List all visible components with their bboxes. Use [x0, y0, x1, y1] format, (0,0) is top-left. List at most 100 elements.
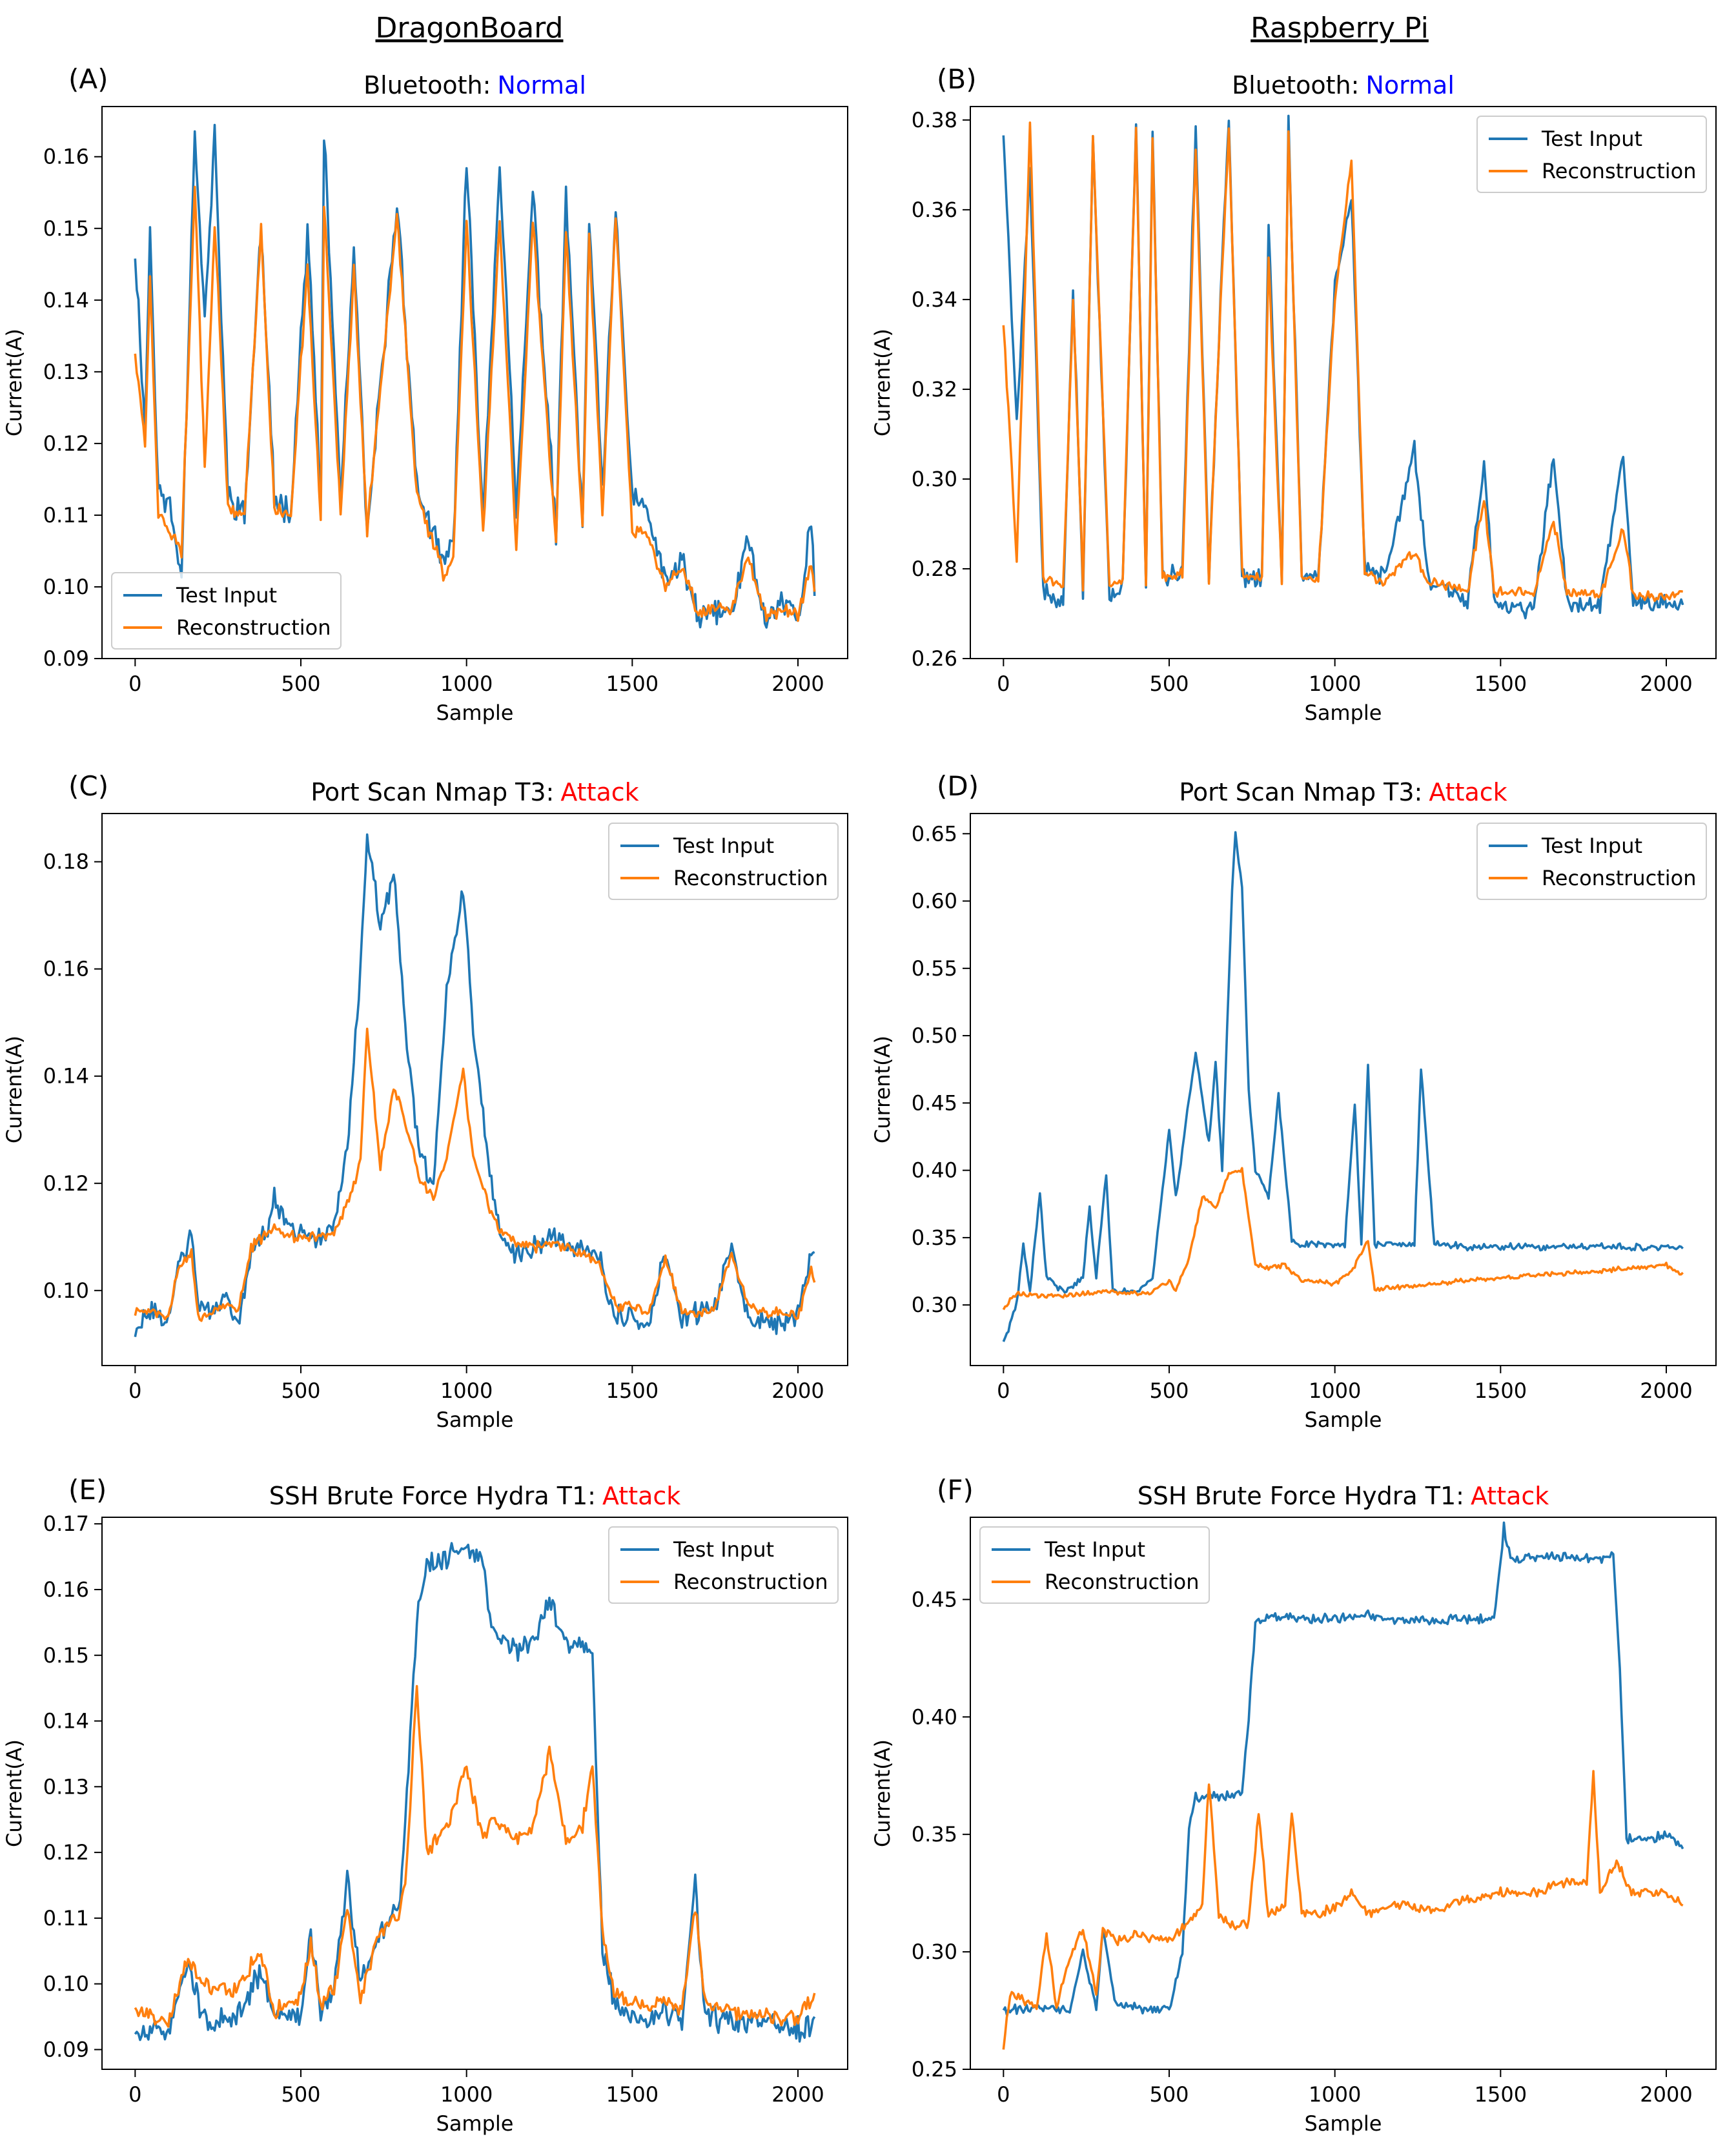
y-tick-label: 0.34	[912, 287, 957, 312]
y-axis-label: Current(A)	[2, 1739, 26, 1847]
plot-frame	[101, 1517, 848, 2070]
chart-status-label: Attack	[560, 778, 638, 806]
x-tick-label: 2000	[1640, 2082, 1692, 2107]
chart-title: SSH Brute Force Hydra T1: Attack	[269, 1482, 681, 1510]
legend-label: Reconstruction	[1542, 866, 1696, 890]
legend-box	[979, 1526, 1210, 1604]
y-tick-label: 0.11	[43, 1906, 89, 1930]
y-tick-label: 0.15	[43, 1643, 89, 1668]
y-tick-label: 0.50	[912, 1023, 957, 1048]
series-line-test-input	[1002, 1521, 1684, 2016]
y-tick-label: 0.13	[43, 1774, 89, 1799]
x-tick-label: 1500	[606, 671, 659, 696]
y-tick-label: 0.30	[912, 1940, 957, 1964]
legend-label: Reconstruction	[673, 866, 828, 890]
y-tick-label: 0.16	[43, 145, 89, 169]
x-tick-label: 0	[997, 1378, 1010, 1403]
column-title-dragonboard: DragonBoard	[376, 12, 564, 45]
series-line-reconstruction	[1002, 1167, 1684, 1311]
x-tick-label: 1500	[1475, 671, 1527, 696]
y-axis-label: Current(A)	[870, 1739, 895, 1847]
legend-box	[608, 1526, 839, 1604]
x-tick-label: 1500	[1475, 1378, 1527, 1403]
chart-title-label: Bluetooth:	[1232, 71, 1359, 99]
series-line-test-input	[134, 1542, 816, 2043]
y-tick-label: 0.14	[43, 1709, 89, 1734]
legend-box	[1476, 116, 1707, 193]
x-tick-label: 1000	[1309, 1378, 1361, 1403]
y-tick-label: 0.15	[43, 216, 89, 241]
y-tick-label: 0.10	[43, 575, 89, 599]
y-tick-label: 0.36	[912, 198, 957, 222]
chart-title-label: SSH Brute Force Hydra T1:	[1138, 1482, 1464, 1510]
chart-title: Bluetooth: Normal	[1232, 71, 1455, 99]
column-title-raspberry-pi: Raspberry Pi	[1251, 12, 1429, 45]
chart-panel-a: (A) Bluetooth: Normal 0 500 1000 1500 2000 0.09 0…	[2, 63, 848, 725]
chart-status-label: Attack	[1429, 778, 1507, 806]
x-tick-label: 2000	[1640, 671, 1692, 696]
legend: Test Input Reconstruction	[608, 823, 839, 900]
chart-title: SSH Brute Force Hydra T1: Attack	[1138, 1482, 1549, 1510]
legend: Test Input Reconstruction	[1476, 116, 1707, 193]
legend-label: Reconstruction	[673, 1570, 828, 1594]
series-line-reconstruction	[1002, 1770, 1684, 2050]
x-tick-label: 0	[128, 2082, 141, 2107]
chart-title-label: Bluetooth:	[363, 71, 491, 99]
panel-letter: (E)	[68, 1474, 107, 1506]
series-line-test-input	[134, 833, 815, 1337]
y-tick-label: 0.40	[912, 1705, 957, 1729]
series-line-test-input	[1002, 831, 1684, 1342]
x-tick-label: 2000	[1640, 1378, 1692, 1403]
panel-letter: (B)	[937, 63, 977, 95]
legend-box	[608, 823, 839, 900]
series-line-reconstruction	[134, 185, 816, 622]
y-tick-label: 0.12	[43, 1171, 89, 1196]
y-tick-label: 0.10	[43, 1972, 89, 1996]
x-tick-label: 1500	[606, 1378, 659, 1403]
plot-frame	[970, 1517, 1717, 2070]
chart-status-label: Attack	[602, 1482, 680, 1510]
legend: Test Input Reconstruction	[608, 1526, 839, 1604]
y-tick-label: 0.09	[43, 646, 89, 671]
chart-status-label: Attack	[1471, 1482, 1549, 1510]
y-tick-label: 0.26	[912, 646, 957, 671]
legend-label: Test Input	[673, 1537, 774, 1562]
legend-box	[111, 572, 342, 650]
x-tick-label: 1000	[440, 671, 493, 696]
plot-frame	[970, 106, 1717, 659]
chart-title: Port Scan Nmap T3: Attack	[1179, 778, 1507, 806]
legend-label: Test Input	[1044, 1537, 1145, 1562]
y-tick-label: 0.18	[43, 850, 89, 874]
panel-letter: (C)	[68, 770, 108, 802]
y-tick-label: 0.40	[912, 1158, 957, 1183]
chart-panel-e: (E) SSH Brute Force Hydra T1: Attack 0 500 10…	[2, 1474, 848, 2136]
legend-box	[1476, 823, 1707, 900]
chart-title: Port Scan Nmap T3: Attack	[311, 778, 638, 806]
y-axis-label: Current(A)	[870, 1036, 895, 1143]
x-tick-label: 0	[128, 1378, 141, 1403]
x-tick-label: 1000	[1309, 2082, 1361, 2107]
x-tick-label: 500	[1149, 671, 1189, 696]
y-tick-label: 0.45	[912, 1587, 957, 1612]
x-tick-label: 0	[997, 2082, 1010, 2107]
plot-frame	[970, 813, 1717, 1366]
x-tick-label: 1500	[1475, 2082, 1527, 2107]
y-tick-label: 0.38	[912, 108, 957, 132]
y-tick-label: 0.11	[43, 503, 89, 527]
panel-letter: (A)	[68, 63, 108, 95]
legend-label: Test Input	[1541, 834, 1642, 858]
legend-label: Reconstruction	[1542, 159, 1696, 183]
x-tick-label: 2000	[771, 2082, 824, 2107]
x-axis-label: Sample	[1305, 1408, 1382, 1432]
y-axis-label: Current(A)	[2, 1036, 26, 1143]
chart-panel-c: (C) Port Scan Nmap T3: Attack 0 500 1000 1500 2…	[2, 770, 848, 1432]
panel-letter: (D)	[937, 770, 979, 802]
legend: Test Input Reconstruction	[111, 572, 342, 650]
y-tick-label: 0.30	[912, 1293, 957, 1317]
x-tick-label: 500	[1149, 2082, 1189, 2107]
chart-status-label: Normal	[497, 71, 586, 99]
panel-letter: (F)	[937, 1474, 974, 1506]
legend-label: Test Input	[1541, 127, 1642, 151]
